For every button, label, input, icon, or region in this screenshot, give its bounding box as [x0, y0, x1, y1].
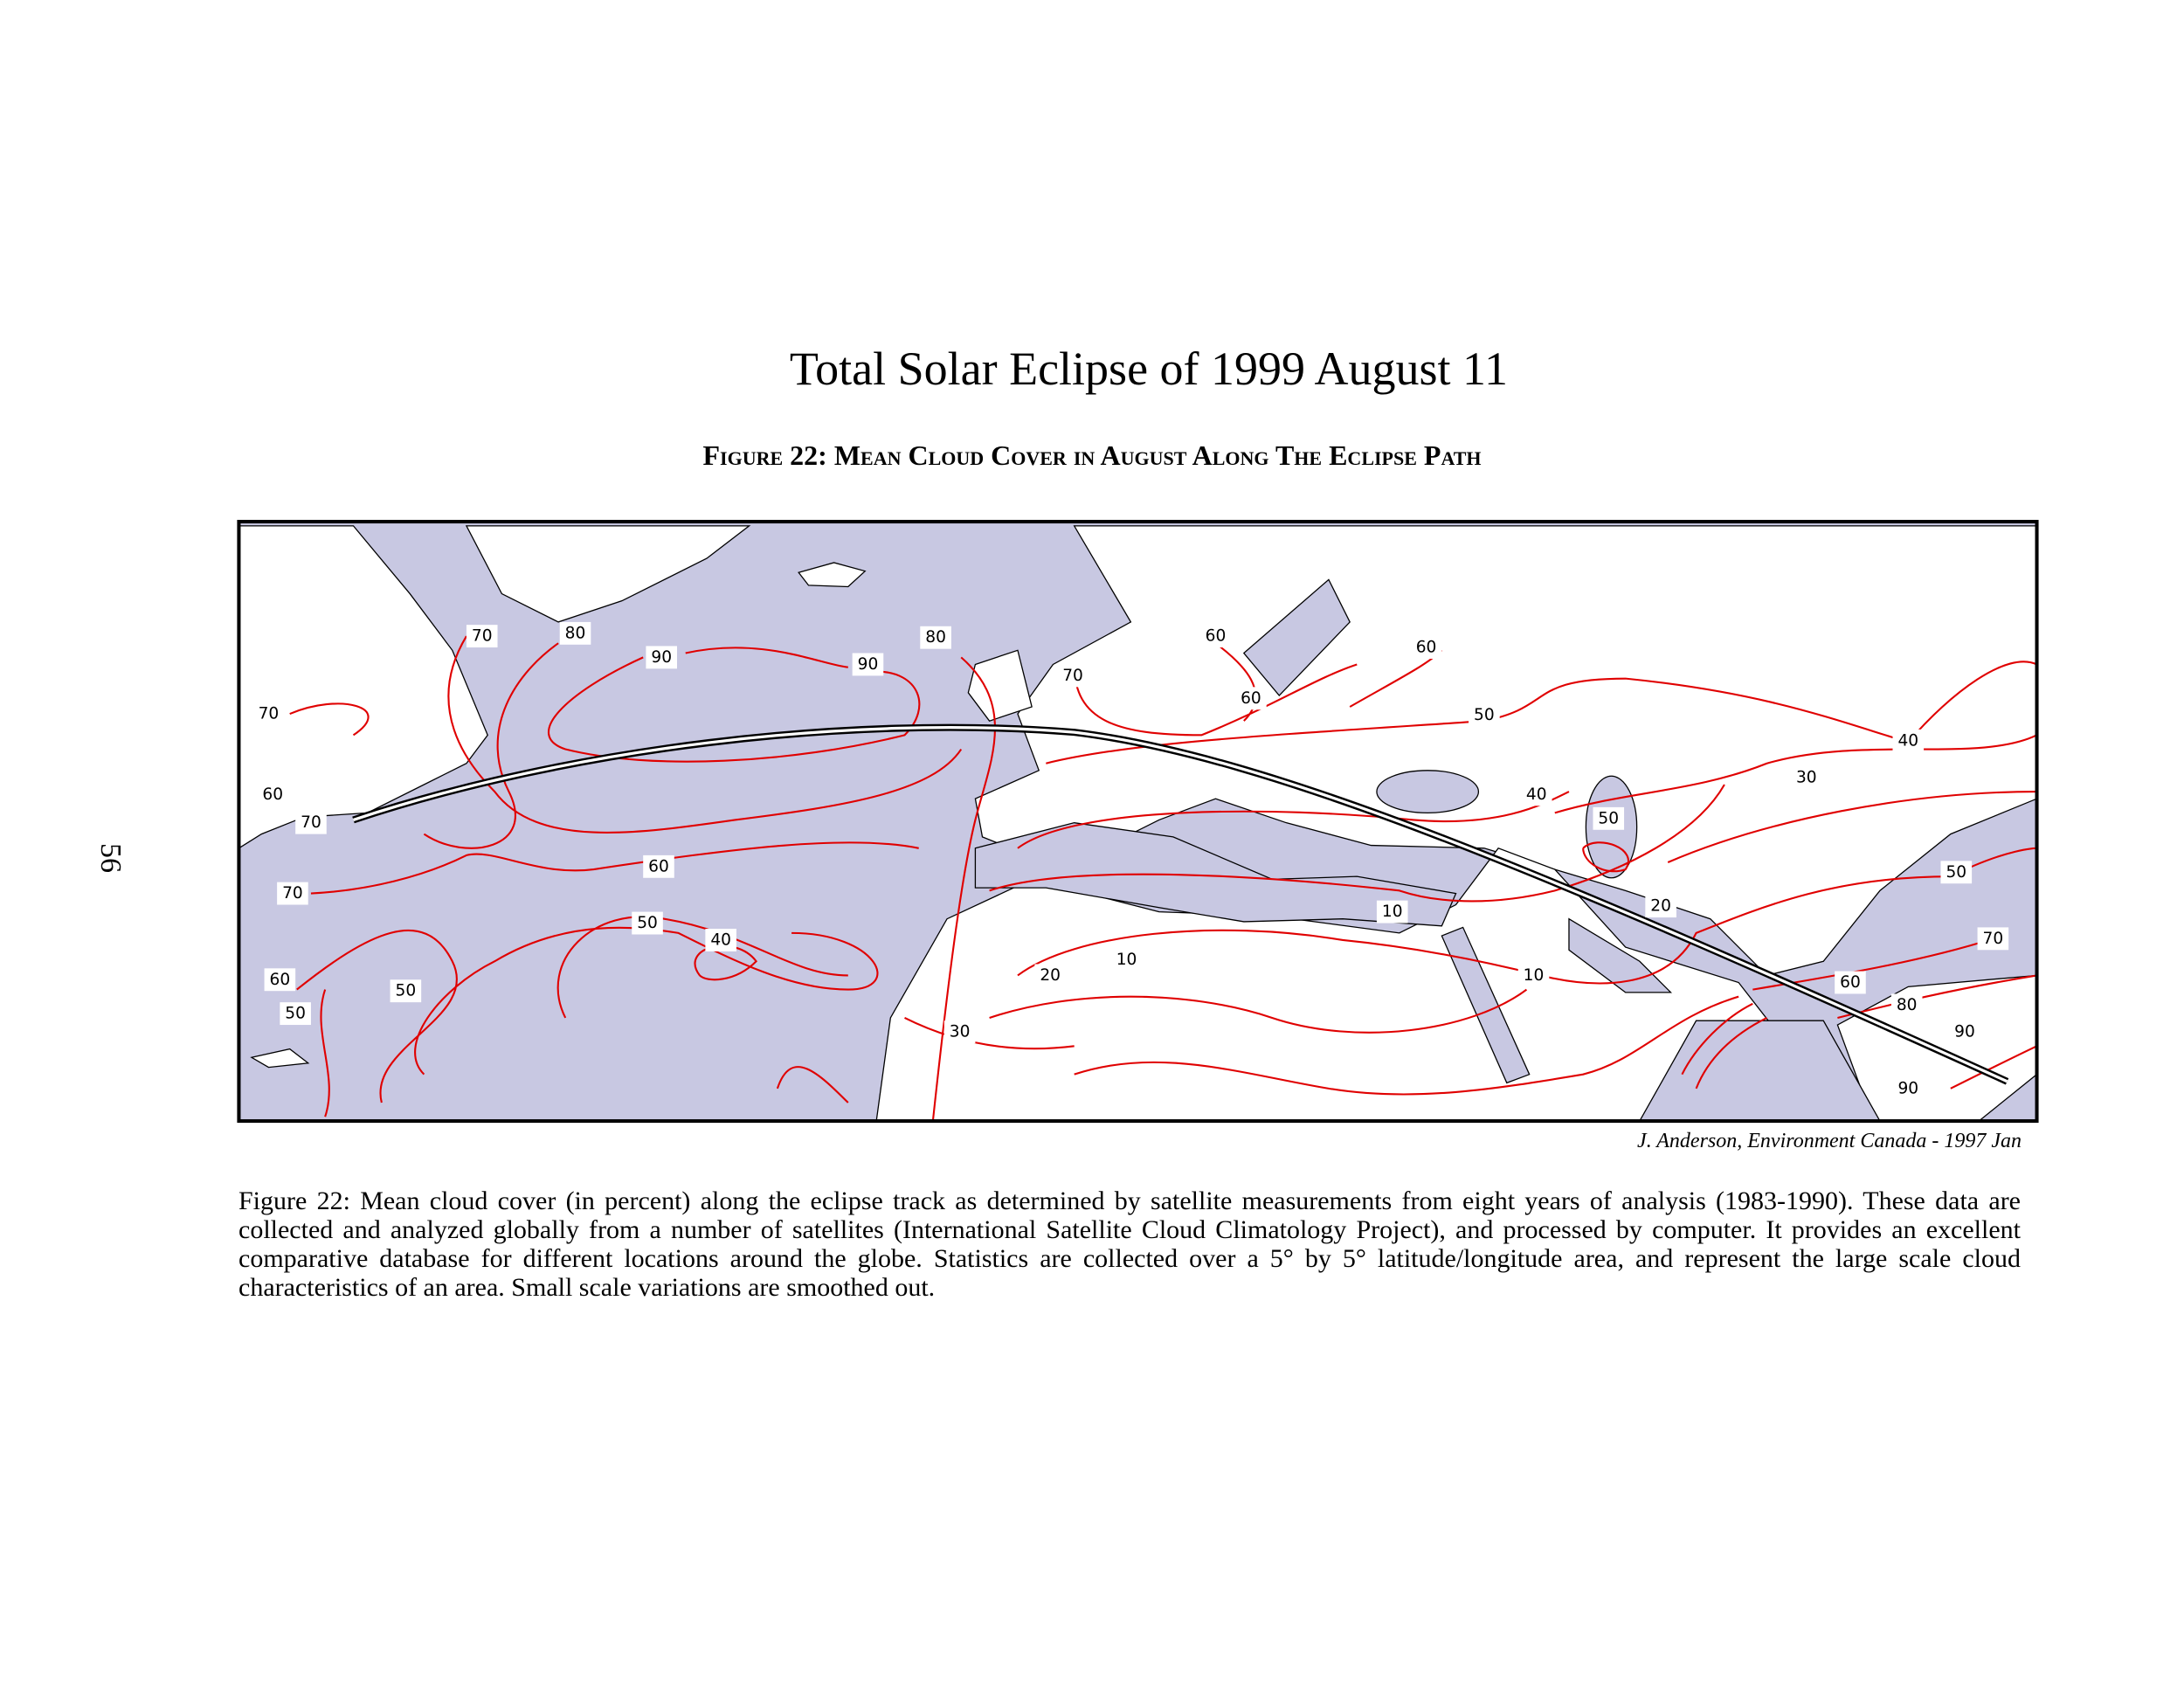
sea: [1242, 578, 1351, 697]
label-background: [646, 646, 678, 669]
label-background: [1593, 806, 1625, 830]
label-background: [390, 979, 422, 1003]
label-background: [1892, 1076, 1925, 1100]
credit: J. Anderson, Environment Canada - 1997 J…: [1637, 1130, 2022, 1152]
eclipse-path-center: [352, 726, 2008, 1083]
label-background: [1835, 971, 1866, 994]
label-background: [920, 626, 951, 649]
label-background: [632, 911, 663, 935]
label-background: [1940, 861, 1973, 884]
label-background: [559, 621, 591, 645]
contour-label: 80: [565, 624, 586, 642]
label-background: [280, 1002, 311, 1026]
contour-label: 70: [282, 884, 303, 903]
label-background: [1469, 703, 1500, 727]
label-background: [1890, 993, 1923, 1017]
label-background: [257, 783, 289, 806]
contour-label: 40: [1526, 785, 1547, 804]
contour-label: 60: [262, 785, 283, 804]
contour-label: 40: [1897, 731, 1918, 750]
title: Total Solar Eclipse of 1999 August 11: [790, 342, 1508, 395]
contours: [289, 635, 2037, 1122]
page-number: 56: [94, 843, 127, 873]
label-background: [295, 811, 327, 834]
contour-label: 60: [270, 971, 291, 989]
label-background: [252, 702, 285, 726]
label-background: [1110, 948, 1143, 972]
contour-label: 50: [1474, 706, 1495, 724]
label-background: [705, 929, 736, 951]
land: [967, 649, 1033, 722]
contour-label: 80: [1897, 996, 1918, 1014]
label-background: [466, 625, 498, 648]
sea: [1568, 917, 1673, 993]
label-background: [852, 653, 884, 676]
sea: [1376, 770, 1480, 813]
land: [798, 562, 867, 588]
land: [238, 525, 488, 849]
contour-label: 40: [710, 930, 731, 949]
contour-label: 60: [1840, 973, 1861, 992]
contour-label: 90: [1897, 1079, 1918, 1097]
contour-label: 30: [1796, 768, 1817, 786]
label-background: [1892, 729, 1925, 752]
label-background: [277, 882, 308, 905]
contour-label: 50: [1946, 863, 1966, 882]
contour-label: 10: [1116, 951, 1137, 969]
label-background: [1791, 765, 1822, 789]
contour-label: 50: [396, 982, 417, 1000]
contour-label: 30: [950, 1023, 971, 1041]
contour-label: 80: [925, 628, 946, 647]
contour-label: 70: [301, 813, 321, 832]
contour-label: 70: [472, 627, 493, 646]
label-background: [1235, 687, 1267, 710]
contour-label: 70: [1062, 667, 1083, 685]
label-background: [1034, 964, 1066, 987]
label-background: [264, 968, 296, 992]
contour-label: 70: [259, 705, 280, 723]
label-background: [1376, 900, 1408, 924]
map-frame: [237, 520, 2039, 1124]
sea: [1639, 1020, 1881, 1122]
label-background: [1977, 927, 2009, 951]
label-background: [943, 1020, 976, 1044]
contour-label: 20: [1040, 966, 1061, 985]
land: [974, 525, 2037, 977]
label-background: [1057, 664, 1089, 688]
contour-label: 90: [858, 655, 879, 674]
land: [250, 1048, 310, 1069]
contour-label: 20: [1650, 897, 1671, 916]
caption: Figure 22: Mean cloud cover (in percent)…: [238, 1186, 2021, 1302]
label-background: [1517, 964, 1550, 987]
label-background: [643, 854, 674, 878]
contour-label: 70: [1983, 930, 2004, 948]
label-background: [1520, 783, 1552, 806]
contour-label: 60: [1241, 689, 1261, 708]
map: 70 80 90 90 80 70 60 60 60 50 40 30 40 50 70 60 70 60 70 50…: [237, 520, 2039, 1124]
contour-label: 50: [285, 1005, 306, 1023]
contour-label: 60: [648, 857, 669, 875]
sea: [974, 822, 1457, 927]
contour-label: 90: [1954, 1023, 1975, 1041]
contour-label: 90: [651, 648, 672, 667]
label-background: [1199, 625, 1232, 648]
contour-label: 60: [1416, 639, 1437, 657]
land: [465, 525, 751, 623]
figure-heading: Figure 22: Mean Cloud Cover in August Al…: [703, 439, 1482, 471]
contour-label: 10: [1382, 903, 1403, 921]
contour-label: 60: [1206, 627, 1227, 646]
contour-label: 50: [1598, 809, 1619, 827]
contour-label: 10: [1524, 966, 1545, 985]
label-background: [1410, 636, 1442, 659]
contour-label: 50: [637, 914, 658, 932]
label-background: [1949, 1020, 1980, 1044]
sea: [1441, 926, 1531, 1084]
label-background: [1645, 895, 1676, 918]
